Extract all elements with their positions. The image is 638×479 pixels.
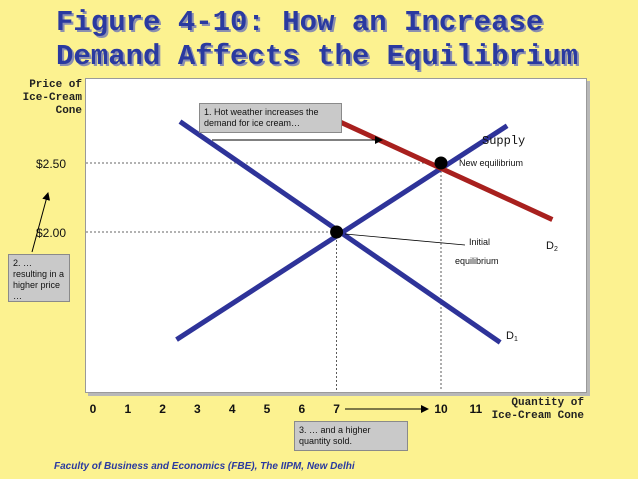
curve-labels: Supply New equilibrium Initial equilibri… [455, 134, 558, 343]
supply-label: Supply [482, 134, 525, 148]
x-tick-1: 1 [124, 402, 131, 416]
callout-hot-weather: 1. Hot weather increases the demand for … [199, 103, 342, 133]
x-tick-6: 6 [298, 402, 305, 416]
x-axis-label: Quantity of Ice-Cream Cone [480, 397, 584, 423]
equilibrium-points [330, 156, 448, 239]
d1-label-main: D [506, 330, 514, 342]
new-equilibrium-label: New equilibrium [459, 158, 523, 168]
x-tick-3: 3 [194, 402, 201, 416]
y-tick-200: $2.00 [36, 226, 66, 240]
x-tick-7: 7 [333, 402, 340, 416]
footer-credit: Faculty of Business and Economics (FBE),… [54, 461, 355, 472]
equilibrium-point-initial [330, 225, 344, 239]
guide-lines [86, 162, 442, 391]
d2-label-main: D [546, 240, 554, 252]
initial-equilibrium-label-2: equilibrium [455, 256, 499, 266]
arrow-higher-price [31, 192, 51, 253]
x-tick-10: 10 [434, 402, 448, 416]
y-label-line-1: Price of [29, 79, 82, 91]
d2-label-sub: 2 [554, 246, 558, 253]
callout-higher-price: 2. … resulting in a higher price … [8, 254, 70, 302]
y-label-line-3: Cone [55, 105, 82, 117]
d2-label: D2 [546, 240, 558, 253]
x-tick-labels: 0 1 2 3 4 5 6 7 10 11 [90, 402, 483, 416]
d1-label-sub: 1 [514, 336, 518, 343]
initial-equilibrium-label-1: Initial [469, 237, 490, 247]
title-line-2: Demand Affects the Equilibrium [56, 40, 579, 73]
x-tick-11: 11 [469, 402, 482, 416]
x-tick-5: 5 [264, 402, 271, 416]
x-label-line-2: Ice-Cream Cone [491, 410, 584, 422]
x-tick-2: 2 [159, 402, 166, 416]
equilibrium-point-new [434, 156, 448, 170]
y-tick-250: $2.50 [36, 157, 66, 171]
y-tick-labels: $2.00 $2.50 [36, 157, 66, 240]
curve-d2 [311, 106, 554, 222]
callout-higher-quantity: 3. … and a higher quantity sold. [294, 421, 408, 451]
annotation-arrows [31, 136, 466, 413]
x-label-line-1: Quantity of [511, 397, 584, 409]
d1-label: D1 [506, 330, 518, 343]
y-label-line-2: Ice-Cream [22, 92, 82, 104]
y-axis-label: Price of Ice-Cream Cone [6, 79, 82, 118]
x-tick-4: 4 [229, 402, 236, 416]
pointer-initial-equilibrium [344, 233, 466, 246]
x-tick-0: 0 [90, 402, 97, 416]
title-line-1: Figure 4-10: How an Increase [56, 6, 544, 39]
page-title: Figure 4-10: How an Increase Demand Affe… [56, 6, 616, 74]
